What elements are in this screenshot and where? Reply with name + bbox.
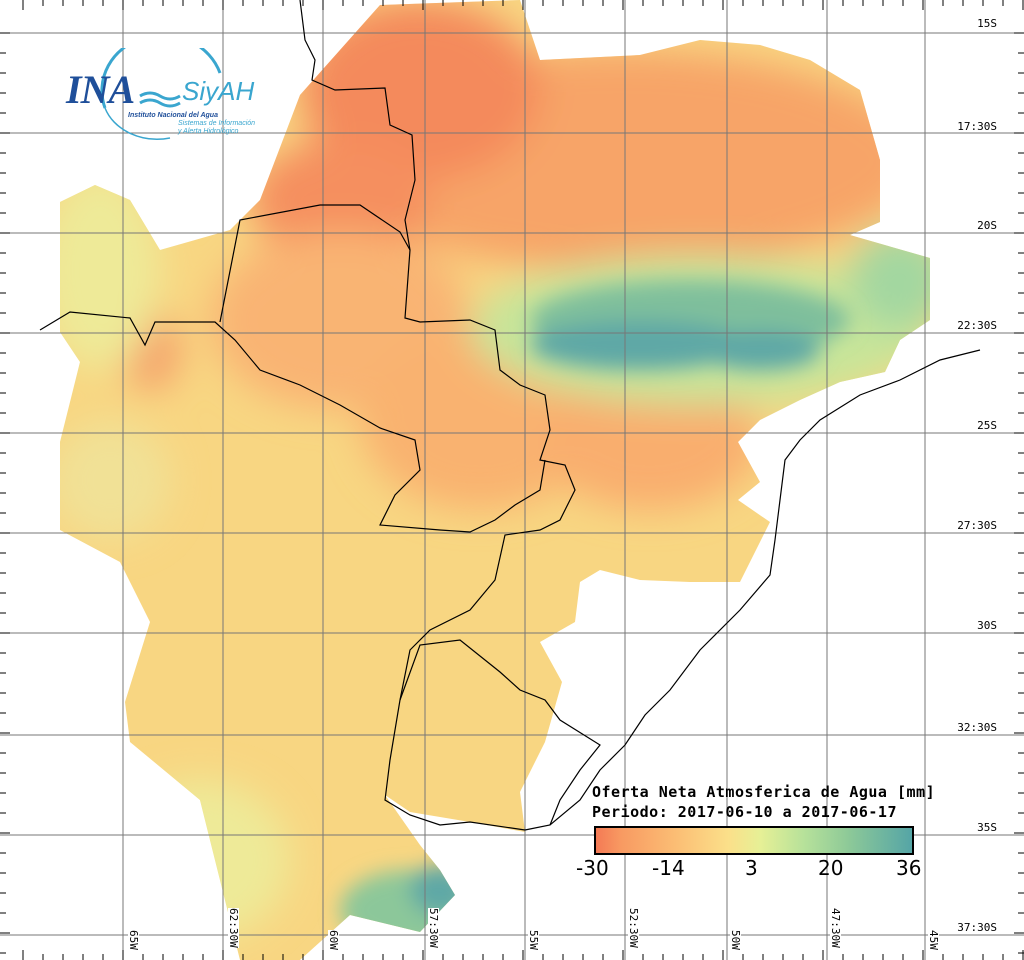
lon-label: 60W [327,930,340,950]
lat-label: 25S [976,419,998,432]
lon-label: 55W [527,930,540,950]
lon-label: 62:30W [227,908,240,948]
lon-label: 57:30W [427,908,440,948]
lon-label: 52:30W [627,908,640,948]
lat-label: 30S [976,619,998,632]
colorbar-tick: -30 [576,856,609,880]
lat-label: 15S [976,17,998,30]
lat-label: 17:30S [956,120,998,133]
color-bar [594,826,914,855]
colorbar-tick: 3 [745,856,758,880]
lon-label: 47:30W [829,908,842,948]
lon-label: 65W [127,930,140,950]
logo-arc [100,48,222,140]
logo-acronym: INA [66,67,135,112]
lat-label: 20S [976,219,998,232]
logo-institute: Instituto Nacional del Agua [128,112,218,119]
logo-system: SiyAH [182,76,255,106]
lat-label: 37:30S [956,921,998,934]
colorbar-tick: -14 [652,856,685,880]
lat-label: 22:30S [956,319,998,332]
ina-siyah-logo: INA SiyAH Instituto Nacional del Agua Si… [60,48,280,148]
lat-label: 35S [976,821,998,834]
lat-label: 27:30S [956,519,998,532]
legend-period: Periodo: 2017-06-10 a 2017-06-17 [592,803,897,821]
lat-label: 32:30S [956,721,998,734]
lon-label: 45W [927,930,940,950]
legend-title: Oferta Neta Atmosferica de Agua [mm] [592,783,936,801]
colorbar-tick: 20 [818,856,844,880]
colorbar-tick: 36 [896,856,922,880]
logo-system-name: Sistemas de Información y Alerta Hidroló… [178,120,256,135]
lon-label: 50W [729,930,742,950]
political-borders [39,0,981,831]
